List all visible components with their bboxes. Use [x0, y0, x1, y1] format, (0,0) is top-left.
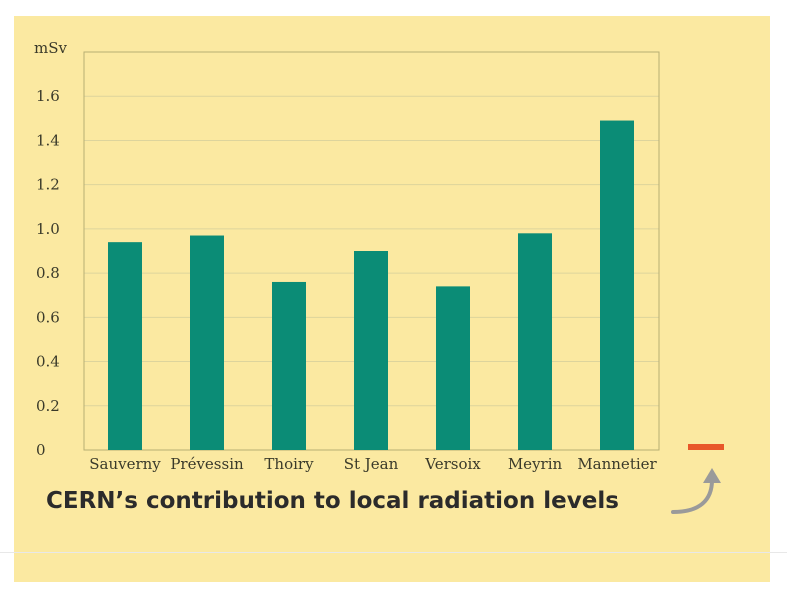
y-tick-label: 0.6	[36, 308, 60, 326]
y-axis-unit-label: mSv	[34, 39, 67, 57]
y-tick-label: 0.2	[36, 397, 60, 415]
legend-caption: CERN’s contribution to local radiation l…	[46, 488, 619, 514]
x-category-label: Meyrin	[508, 455, 563, 473]
bar-thoiry	[272, 281, 306, 450]
bar-versoix	[436, 286, 470, 450]
y-tick-label: 0.8	[36, 264, 60, 282]
y-tick-label: 0	[36, 441, 46, 459]
x-category-label: St Jean	[344, 455, 399, 473]
divider	[0, 552, 787, 553]
y-tick-label: 1.6	[36, 87, 60, 105]
x-category-label: Thoiry	[264, 455, 314, 473]
bars	[108, 120, 634, 451]
bar-mannetier	[600, 120, 634, 451]
y-tick-label: 1.4	[36, 131, 60, 149]
y-axis-ticks: 0 0.2 0.4 0.6 0.8 1.0 1.2 1.4 1.6	[36, 87, 60, 459]
y-tick-label: 1.2	[36, 176, 60, 194]
y-tick-label: 1.0	[36, 220, 60, 238]
x-category-label: Sauverny	[89, 455, 161, 473]
bar-meyrin	[518, 233, 552, 450]
x-axis-category-labels: Sauverny Prévessin Thoiry St Jean Versoix Mey…	[89, 455, 657, 473]
arrowhead-icon	[703, 468, 721, 483]
cern-contribution-marker	[688, 444, 724, 450]
x-category-label: Versoix	[424, 455, 481, 473]
bar-st-jean	[354, 251, 388, 450]
curved-arrow-icon	[671, 478, 714, 514]
x-category-label: Prévessin	[170, 455, 244, 473]
bar-pr-vessin	[190, 235, 224, 450]
x-category-label: Mannetier	[577, 455, 657, 473]
bar-sauverny	[108, 242, 142, 450]
y-tick-label: 0.4	[36, 353, 60, 371]
